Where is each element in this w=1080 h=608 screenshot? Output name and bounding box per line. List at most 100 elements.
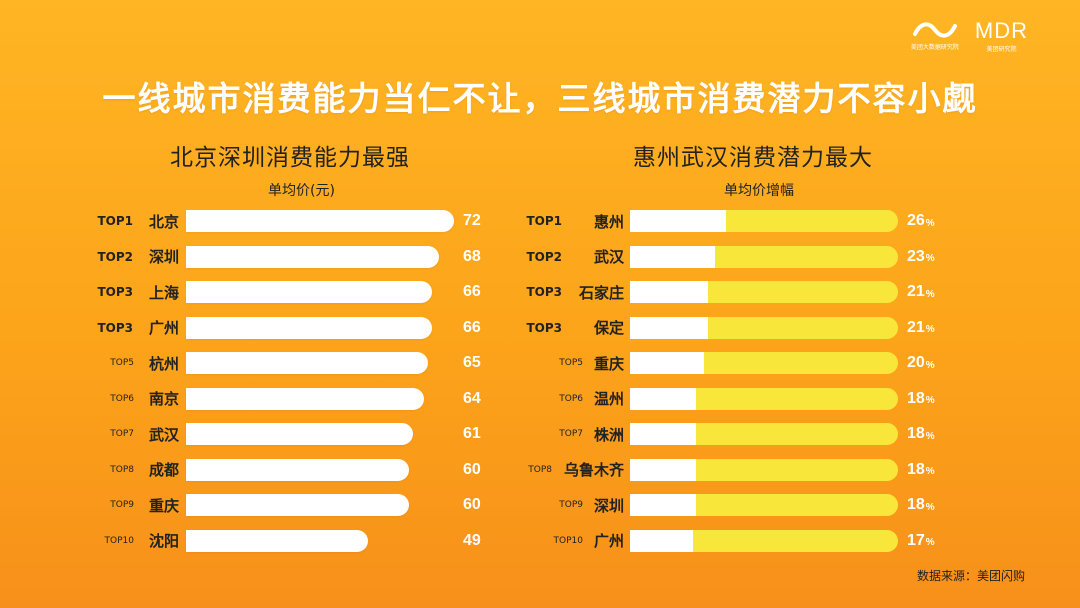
category-label: 上海 bbox=[148, 283, 179, 302]
chart-row: TOP3 广州 66 bbox=[0, 310, 1080, 346]
bar-track bbox=[630, 245, 898, 268]
data-label: 68 bbox=[463, 247, 481, 265]
logo-area: 美团大数据研究院 MDR 美团研究院 bbox=[910, 20, 1028, 54]
data-label: 18% bbox=[907, 487, 935, 523]
category-label: 保定 bbox=[593, 319, 624, 337]
bar bbox=[186, 423, 414, 445]
rank-label: TOP3 bbox=[526, 285, 562, 299]
bar bbox=[186, 529, 369, 552]
data-label-unit: % bbox=[925, 217, 935, 229]
chart-row: TOP10 广州 17% bbox=[0, 523, 1080, 559]
right-chart-title: 惠州武汉消费潜力最大 bbox=[633, 145, 873, 171]
logo-right-subtitle: 美团研究院 bbox=[986, 46, 1017, 53]
mdr-logo: MDR 美团研究院 bbox=[975, 20, 1028, 54]
rank-label: TOP5 bbox=[110, 358, 134, 368]
category-label: 乌鲁木齐 bbox=[563, 461, 624, 479]
chart-row: TOP8 乌鲁木齐 18% bbox=[0, 452, 1080, 488]
data-label-number: 26 bbox=[907, 212, 925, 229]
data-label-number: 18 bbox=[907, 389, 925, 407]
data-label: 18% bbox=[907, 452, 935, 488]
category-label: 杭州 bbox=[148, 354, 179, 373]
chart-row: TOP9 深圳 18% bbox=[0, 487, 1080, 523]
data-label: 66 bbox=[463, 283, 481, 300]
bar-track bbox=[630, 352, 898, 374]
chart-row: TOP3 石家庄 21% bbox=[0, 274, 1080, 310]
data-label: 65 bbox=[463, 354, 481, 371]
chart-row: TOP1 惠州 26% bbox=[0, 203, 1080, 239]
rank-label: TOP8 bbox=[110, 464, 134, 475]
data-label-number: 20 bbox=[907, 354, 925, 371]
data-label: 23% bbox=[907, 239, 935, 275]
data-label-number: 21 bbox=[907, 283, 925, 300]
data-label-unit: % bbox=[925, 430, 935, 442]
bar bbox=[186, 316, 432, 339]
data-label: 60 bbox=[463, 460, 481, 478]
bar-track bbox=[630, 458, 898, 481]
data-label-number: 21 bbox=[907, 318, 925, 336]
bar bbox=[630, 245, 715, 268]
bar bbox=[186, 494, 410, 516]
data-label: 60 bbox=[463, 496, 481, 513]
rank-label: TOP1 bbox=[97, 214, 133, 228]
data-label-unit: % bbox=[925, 501, 935, 513]
rank-label: TOP6 bbox=[559, 393, 583, 404]
chart-row: TOP1 北京 72 bbox=[0, 203, 1080, 239]
category-label: 惠州 bbox=[593, 212, 624, 231]
bar bbox=[630, 316, 708, 339]
bar bbox=[630, 210, 726, 232]
logo-left-subtitle: 美团大数据研究院 bbox=[910, 44, 959, 51]
rank-label: TOP10 bbox=[553, 535, 583, 546]
left-chart-title: 北京深圳消费能力最强 bbox=[170, 145, 410, 171]
bar-track bbox=[630, 529, 898, 552]
bar bbox=[186, 458, 410, 481]
data-label: 21% bbox=[907, 274, 935, 310]
category-label: 武汉 bbox=[593, 248, 624, 266]
data-label: 18% bbox=[907, 381, 935, 417]
data-label-number: 17 bbox=[907, 531, 925, 549]
rank-label: TOP9 bbox=[559, 500, 583, 510]
rank-label: TOP3 bbox=[526, 320, 562, 335]
category-label: 重庆 bbox=[593, 354, 624, 373]
data-label: 21% bbox=[907, 310, 935, 346]
bar-track bbox=[630, 423, 898, 445]
data-label: 18% bbox=[907, 416, 935, 452]
rank-label: TOP1 bbox=[526, 214, 562, 228]
chart-row: TOP7 武汉 61 bbox=[0, 416, 1080, 452]
chart-row: TOP10 沈阳 49 bbox=[0, 523, 1080, 559]
left-chart-subtitle: 单均价(元) bbox=[268, 183, 335, 199]
headline: 一线城市消费能力当仁不让，三线城市消费潜力不容小觑 bbox=[102, 79, 978, 118]
category-label: 广州 bbox=[148, 319, 179, 337]
rank-label: TOP9 bbox=[110, 500, 134, 510]
category-label: 石家庄 bbox=[578, 283, 624, 302]
bar bbox=[630, 352, 704, 374]
bar bbox=[630, 458, 697, 481]
chart-row: TOP2 武汉 23% bbox=[0, 239, 1080, 275]
chart-row: TOP6 温州 18% bbox=[0, 381, 1080, 417]
data-label-number: 18 bbox=[907, 496, 925, 513]
rank-label: TOP7 bbox=[559, 429, 583, 439]
category-label: 成都 bbox=[148, 461, 179, 479]
category-label: 广州 bbox=[593, 532, 624, 550]
data-label-unit: % bbox=[925, 359, 935, 371]
data-label-unit: % bbox=[925, 288, 935, 300]
wave-logo-icon bbox=[912, 22, 957, 38]
category-label: 南京 bbox=[148, 390, 179, 408]
bar-track bbox=[630, 494, 898, 516]
chart-row: TOP2 深圳 68 bbox=[0, 239, 1080, 275]
data-label-number: 18 bbox=[907, 425, 925, 442]
bar bbox=[186, 281, 432, 303]
rank-label: TOP10 bbox=[104, 535, 134, 546]
data-label: 26% bbox=[907, 203, 935, 239]
data-label-unit: % bbox=[925, 395, 935, 406]
category-label: 北京 bbox=[148, 212, 179, 231]
data-label: 20% bbox=[907, 345, 935, 381]
rank-label: TOP7 bbox=[110, 429, 134, 439]
data-label: 72 bbox=[463, 212, 481, 229]
chart-row: TOP3 保定 21% bbox=[0, 310, 1080, 346]
bar bbox=[186, 210, 454, 232]
bar bbox=[630, 387, 697, 410]
bar bbox=[630, 423, 697, 445]
chart-row: TOP9 重庆 60 bbox=[0, 487, 1080, 523]
bar-track bbox=[630, 316, 898, 339]
bar bbox=[186, 387, 425, 410]
